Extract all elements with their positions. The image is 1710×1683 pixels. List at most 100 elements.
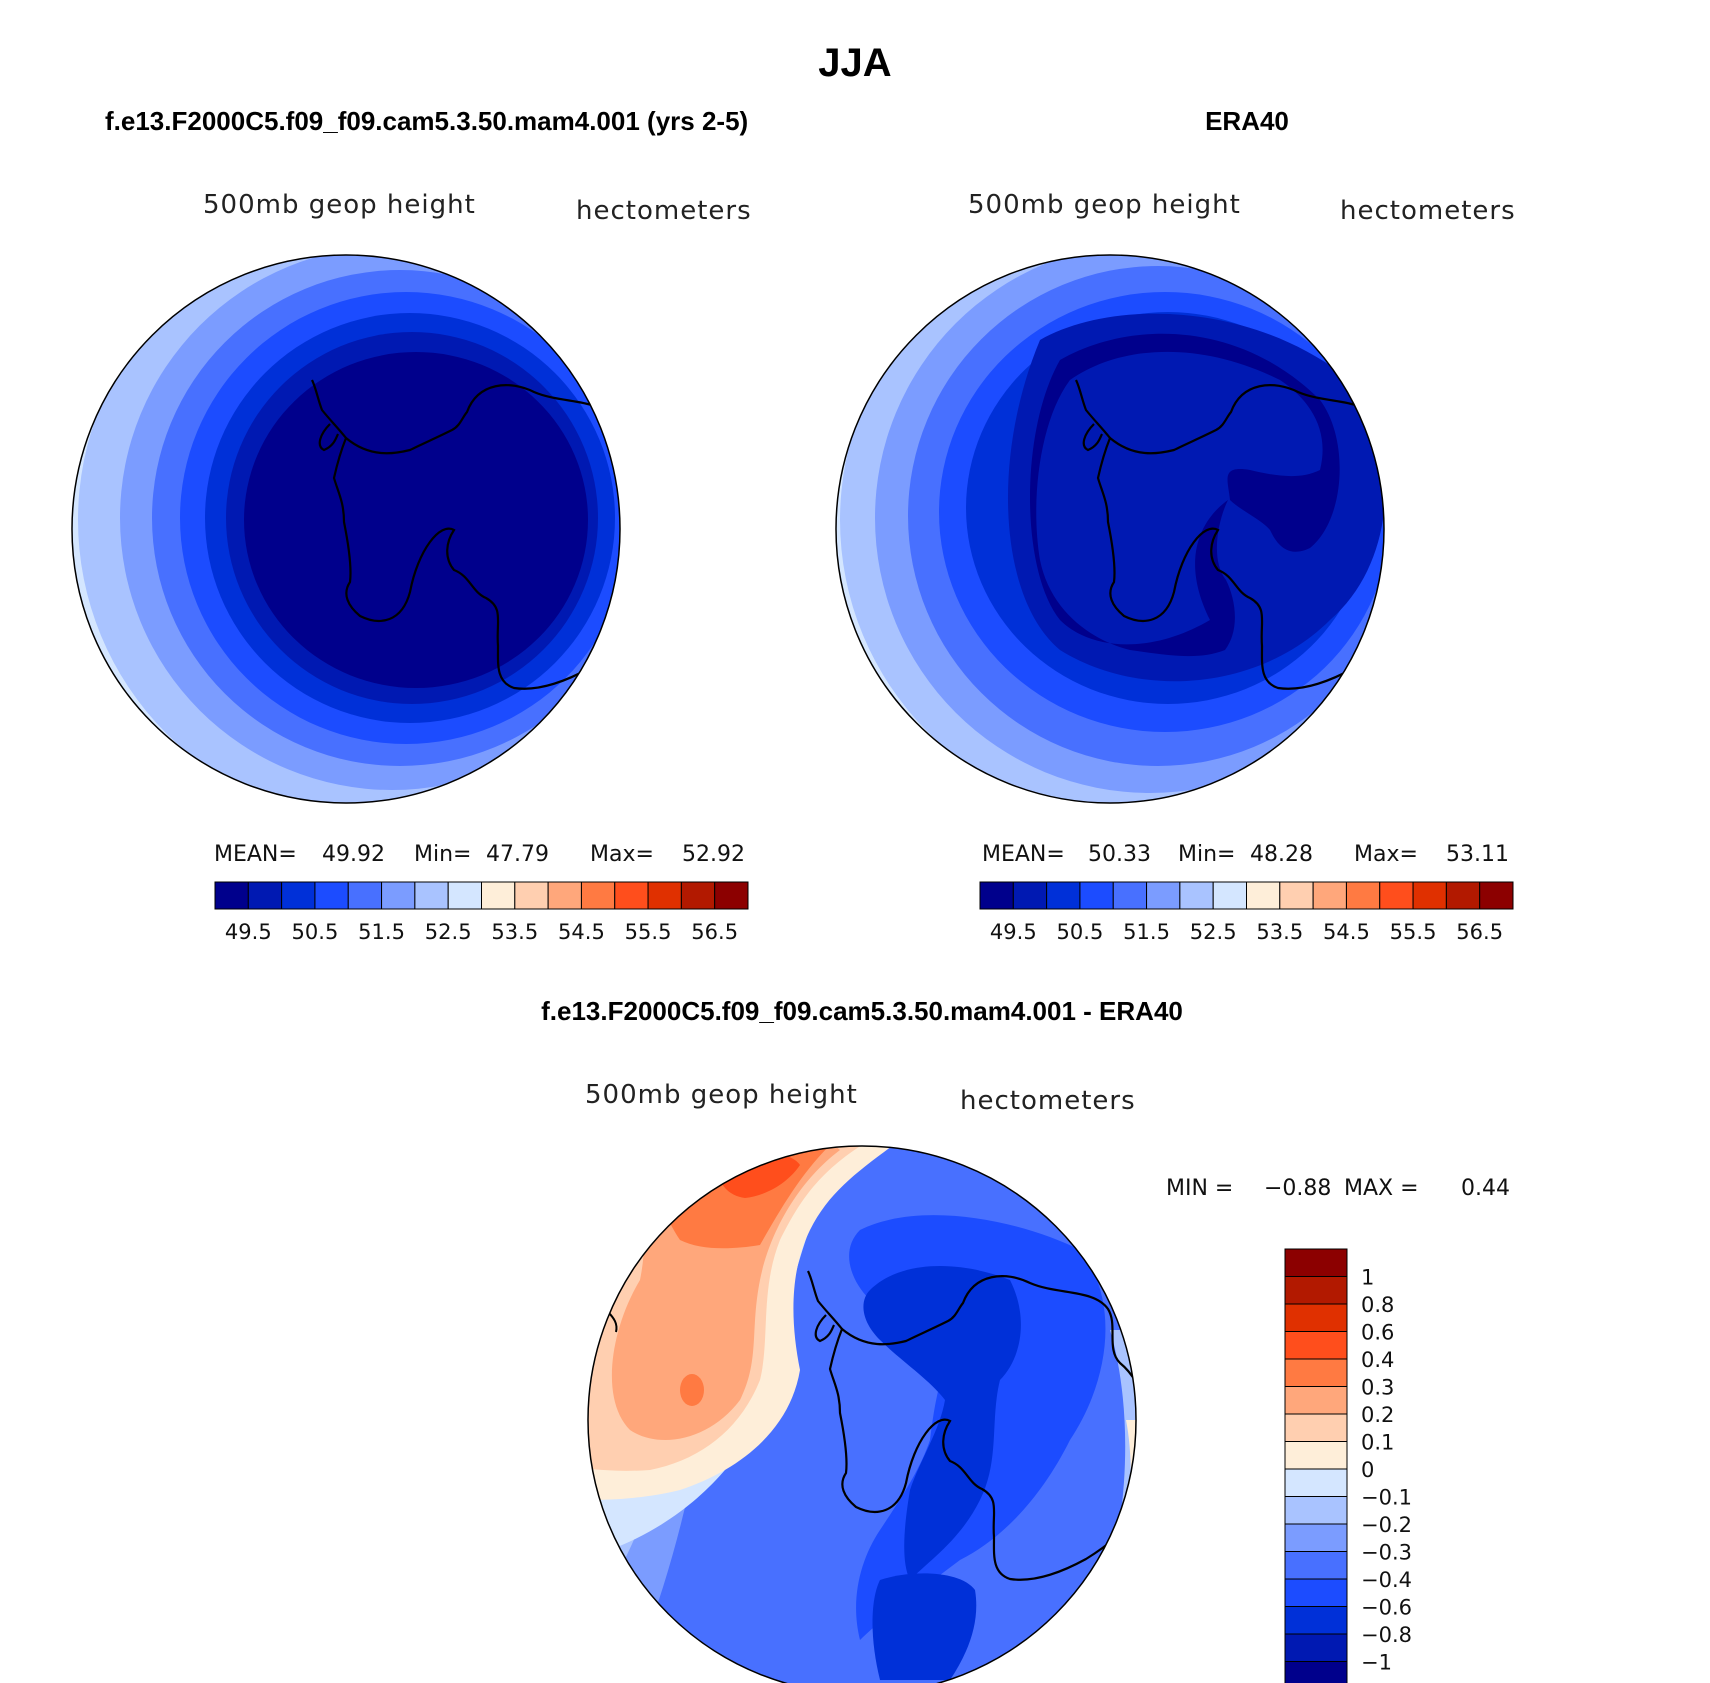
colorbar-swatch: [1012, 881, 1048, 910]
colorbar-swatch: [1284, 1468, 1348, 1497]
contour-band: [680, 1374, 704, 1406]
colorbar-swatch: [314, 881, 349, 910]
colorbar-swatch: [1284, 1303, 1348, 1332]
colorbar-swatch: [1246, 881, 1281, 910]
panel-model-title: f.e13.F2000C5.f09_f09.cam5.3.50.mam4.001…: [105, 106, 748, 136]
panel-model-map: [72, 255, 620, 803]
panel-diff-field: 500mb geop height: [585, 1080, 858, 1110]
contour-band: [872, 1573, 977, 1680]
colorbar-swatch: [614, 881, 649, 910]
panel-obs-field: 500mb geop height: [968, 190, 1241, 220]
colorbar-swatch: [1146, 881, 1181, 910]
max-value: 52.92: [682, 842, 745, 867]
colorbar-swatch: [1284, 1276, 1348, 1305]
colorbar-swatch: [1112, 881, 1148, 910]
colorbar-swatch: [1345, 881, 1381, 910]
colorbar-tick-label: −0.6: [1361, 1596, 1412, 1620]
colorbar-swatch: [1284, 1248, 1348, 1277]
min-value: 47.79: [486, 842, 549, 867]
panel-obs-colorbar: 49.5 50.5 51.5 52.5 53.5 54.5 55.5 56.5: [979, 881, 1514, 944]
panel-obs-map: [836, 255, 1384, 803]
map-border: [587, 1145, 1137, 1683]
colorbar-swatch: [1284, 1386, 1348, 1415]
coastline-south-america: [75, 419, 86, 441]
mean-label: MEAN=: [982, 842, 1065, 867]
max-label: Max=: [1354, 842, 1418, 867]
colorbar-swatch: [1079, 881, 1114, 910]
colorbar-tick-label: 0.4: [1361, 1348, 1394, 1372]
map-border: [835, 254, 1385, 804]
panel-model-field: 500mb geop height: [203, 190, 476, 220]
panel-diff: f.e13.F2000C5.f09_f09.cam5.3.50.mam4.001…: [541, 996, 1510, 1683]
colorbar-swatch: [1284, 1578, 1348, 1607]
colorbar-tick-label: 49.5: [990, 920, 1037, 944]
mean-label: MEAN=: [214, 842, 297, 867]
colorbar-swatch: [414, 881, 449, 910]
colorbar-tick-label: 0.2: [1361, 1403, 1394, 1427]
colorbar-tick-label: 0: [1361, 1458, 1374, 1482]
colorbar-tick-label: 56.5: [691, 920, 738, 944]
colorbar-tick-label: 51.5: [358, 920, 405, 944]
colorbar-tick-label: 50.5: [292, 920, 339, 944]
colorbar-swatch: [714, 881, 749, 910]
colorbar-tick-label: 56.5: [1456, 920, 1503, 944]
min-label: MIN =: [1166, 1176, 1233, 1201]
panel-model-units: hectometers: [576, 196, 752, 226]
colorbar-swatch: [247, 881, 283, 910]
colorbar-tick-label: 50.5: [1057, 920, 1104, 944]
colorbar-swatch: [1284, 1358, 1348, 1387]
min-label: Min=: [1178, 842, 1235, 867]
colorbar-swatch: [580, 881, 616, 910]
colorbar-swatch: [1279, 881, 1314, 910]
panel-obs: ERA40 500mb geop height hectometers MEAN…: [835, 106, 1516, 944]
panel-obs-units: hectometers: [1340, 196, 1516, 226]
max-label: MAX =: [1344, 1176, 1419, 1201]
panel-diff-stats: MIN = −0.88 MAX = 0.44: [1166, 1176, 1510, 1201]
coastline-south-america: [839, 419, 850, 441]
panel-diff-colorbar: 1 0.8 0.6 0.4 0.3 0.2 0.1 0 −0.1 −0.2 −0.3 −0.4 −0.6…: [1284, 1248, 1412, 1683]
colorbar-swatch: [1284, 1496, 1348, 1525]
min-value: 48.28: [1250, 842, 1313, 867]
colorbar-swatch: [1212, 881, 1247, 910]
colorbar-swatch: [447, 881, 482, 910]
colorbar-swatch: [1412, 881, 1447, 910]
colorbar-tick-label: −1: [1361, 1651, 1392, 1675]
colorbar-tick-label: 53.5: [1256, 920, 1303, 944]
colorbar-swatch: [647, 881, 682, 910]
panel-model: f.e13.F2000C5.f09_f09.cam5.3.50.mam4.001…: [71, 106, 752, 944]
colorbar-swatch: [1284, 1606, 1348, 1635]
max-value: 0.44: [1461, 1176, 1510, 1201]
mean-value: 50.33: [1088, 842, 1151, 867]
colorbar-swatch: [214, 881, 249, 910]
contour-band: [1008, 313, 1384, 682]
colorbar-tick-label: −0.4: [1361, 1568, 1412, 1592]
colorbar-swatch: [1284, 1551, 1348, 1580]
colorbar-swatch: [381, 881, 416, 910]
colorbar-swatch: [514, 881, 549, 910]
panel-obs-stats: MEAN= 50.33 Min= 48.28 Max= 53.11: [982, 842, 1509, 867]
panel-model-stats: MEAN= 49.92 Min= 47.79 Max= 52.92: [214, 842, 745, 867]
max-label: Max=: [590, 842, 654, 867]
panel-diff-map: [588, 1146, 1136, 1683]
colorbar-swatch: [1479, 881, 1514, 910]
colorbar-swatch: [1284, 1633, 1348, 1662]
colorbar-tick-label: 0.8: [1361, 1293, 1394, 1317]
colorbar-swatch: [1284, 1413, 1348, 1442]
colorbar-tick-label: 1: [1361, 1266, 1374, 1290]
colorbar-swatch: [347, 881, 383, 910]
contour-band: [244, 352, 588, 688]
map-border: [71, 254, 621, 804]
colorbar-swatch: [1379, 881, 1414, 910]
min-value: −0.88: [1264, 1176, 1331, 1201]
contour-band: [863, 1266, 1021, 1580]
colorbar-swatch: [481, 881, 516, 910]
colorbar-tick-label: 0.1: [1361, 1431, 1394, 1455]
max-value: 53.11: [1446, 842, 1509, 867]
colorbar-tick-label: −0.2: [1361, 1513, 1412, 1537]
colorbar-swatch: [1046, 881, 1081, 910]
colorbar-tick-label: 51.5: [1123, 920, 1170, 944]
panel-obs-title: ERA40: [1205, 106, 1289, 136]
colorbar-swatch: [979, 881, 1014, 910]
colorbar-swatch: [1284, 1523, 1348, 1552]
